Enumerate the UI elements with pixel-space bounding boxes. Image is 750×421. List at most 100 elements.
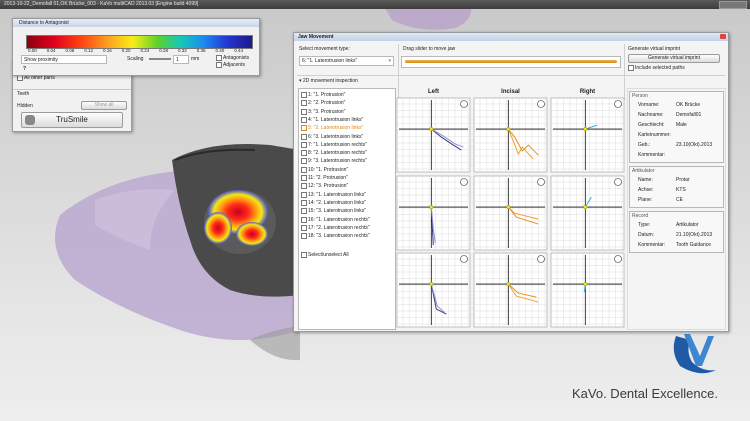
checkbox[interactable]: [301, 141, 307, 148]
checkbox[interactable]: [301, 191, 307, 198]
info-label: Plane:: [638, 197, 653, 203]
movement-item[interactable]: 8: "2. Laterotrusion rechts": [308, 150, 367, 157]
checkbox[interactable]: [301, 158, 307, 165]
help[interactable]: ?: [23, 66, 27, 72]
movement-item[interactable]: 12: "3. Protrusion": [308, 183, 349, 190]
movement-item[interactable]: 5: "2. Laterotrusion links": [308, 125, 364, 132]
scale-labels: 0.00 0.04 0.08 0.12 0.16 0.20 0.24 0.28 0.32 0.36…: [26, 48, 251, 54]
movement-list: 1: "1. Protrusion" 2: "2. Protrusion" 3: "…: [298, 88, 396, 330]
imprint-label: Generate virtual imprint: [628, 46, 680, 52]
movement-item[interactable]: 14: "2. Laterotrusion links": [308, 199, 367, 206]
scaling-input[interactable]: 1: [173, 55, 189, 64]
checkbox[interactable]: [301, 116, 307, 123]
separator: [624, 44, 625, 100]
mode-dropdown[interactable]: Show proximity: [21, 55, 107, 64]
movement-item[interactable]: 1: "1. Protrusion": [308, 92, 346, 98]
checkbox[interactable]: [301, 100, 307, 107]
checkbox[interactable]: [301, 166, 307, 173]
checkbox[interactable]: [301, 175, 307, 181]
movement-item[interactable]: 3: "3. Protrusion": [308, 108, 346, 115]
info-section: Record Type: Artikulator Datum: 21.10(Okt).2…: [629, 211, 724, 253]
inspection-header[interactable]: ▾ 2D movement inspection: [299, 78, 358, 84]
model-shape: [250, 326, 300, 361]
movement-item[interactable]: 6: "3. Laterotrusion links": [308, 133, 364, 140]
checkbox[interactable]: [216, 62, 222, 68]
checkbox[interactable]: [301, 208, 307, 215]
model-shape: [95, 189, 175, 250]
movement-item[interactable]: 10: "1. Protrusion": [308, 166, 349, 173]
separator: [13, 89, 131, 90]
checkbox[interactable]: [301, 216, 307, 223]
unit: mm: [191, 56, 200, 62]
movement-item[interactable]: 2: "2. Protrusion": [308, 100, 346, 107]
info-label: Kommentar:: [638, 152, 666, 158]
checkbox[interactable]: [301, 92, 307, 98]
movement-dropdown[interactable]: 6: "1. Laterotrusion links" ▾: [299, 56, 394, 66]
movement-item[interactable]: 4: "1. Laterotrusion links": [308, 116, 364, 123]
checkbox-label[interactable]: Adjacents: [223, 62, 245, 68]
icon: [25, 115, 35, 125]
section-header[interactable]: Hidden: [17, 103, 33, 109]
info-label: Kommentar:: [638, 242, 666, 248]
close-button[interactable]: [720, 34, 726, 39]
imprint-button[interactable]: Generate virtual imprint: [628, 54, 720, 63]
info-value: KTS: [676, 187, 686, 193]
info-label: Nachname:: [638, 112, 664, 118]
scale-label: 0.08: [65, 48, 75, 53]
select-all[interactable]: Select/unselect All: [308, 252, 349, 258]
checkbox[interactable]: [301, 150, 307, 157]
scale-label: 0.12: [84, 48, 94, 53]
jaw-slider[interactable]: [401, 56, 621, 68]
info-value: Demofall01: [676, 112, 702, 118]
info-section: Artikulator Name: Protar Achse: KTS Plane: CE: [629, 166, 724, 208]
checkbox[interactable]: [216, 55, 222, 61]
selected-movement: 6: "1. Laterotrusion links": [302, 58, 358, 64]
checkbox[interactable]: [301, 224, 307, 231]
checkbox[interactable]: [301, 252, 307, 258]
movement-item[interactable]: 9: "3. Laterotrusion rechts": [308, 158, 367, 165]
info-value: OK Brücke: [676, 102, 701, 108]
title-bar: 2013-10-22_Demofall 01,OK Brücke_003 - K…: [0, 0, 750, 9]
checkbox[interactable]: [301, 199, 307, 206]
dropdown-arrow: ▾: [388, 58, 391, 64]
movement-item[interactable]: 16: "1. Laterotrusion rechts": [308, 216, 370, 223]
checkbox[interactable]: [628, 65, 634, 71]
tree-item[interactable]: All other parts: [24, 75, 55, 81]
heatmap: [204, 212, 232, 244]
tagline: KaVo. Dental Excellence.: [572, 386, 718, 401]
info-label: Datum:: [638, 232, 655, 238]
info-section-title: Person: [632, 93, 648, 99]
trusmile-button[interactable]: TruSmile: [21, 112, 123, 128]
checkbox-label[interactable]: Antagonists: [223, 55, 250, 61]
info-value: CE: [676, 197, 683, 203]
scale-label: 0.28: [159, 48, 169, 53]
movement-item[interactable]: 7: "1. Laterotrusion rechts": [308, 141, 367, 148]
include-paths[interactable]: Include selected paths: [635, 65, 685, 71]
separator: [398, 44, 399, 100]
scale-label: 0.16: [103, 48, 112, 53]
info-label: Type:: [638, 222, 651, 228]
checkbox[interactable]: [301, 125, 307, 132]
scale-label: 0.20: [121, 48, 131, 53]
dialog-title: Jaw Movement: [298, 34, 334, 40]
window-controls[interactable]: [719, 1, 747, 9]
movement-item[interactable]: 13: "1. Laterotrusion links": [308, 191, 367, 198]
scale-label: 0.04: [46, 48, 56, 53]
movement-item[interactable]: 11: "2. Protrusion": [308, 175, 348, 181]
color-scale: [26, 35, 253, 49]
scale-label: 0.40: [215, 48, 225, 53]
section-header[interactable]: Teeth: [17, 91, 30, 97]
checkbox[interactable]: [301, 183, 307, 190]
brand: TruSmile: [56, 115, 88, 124]
movement-item[interactable]: 17: "2. Laterotrusion rechts": [308, 224, 370, 231]
scaling-slider[interactable]: [149, 58, 171, 60]
show-all-button[interactable]: Show all: [81, 101, 127, 110]
info-section-title: Artikulator: [632, 168, 655, 174]
checkbox[interactable]: [301, 133, 307, 140]
checkbox[interactable]: [301, 233, 307, 240]
movement-item[interactable]: 15: "3. Laterotrusion links": [308, 208, 367, 215]
movement-item[interactable]: 18: "3. Laterotrusion rechts": [308, 233, 370, 240]
checkbox[interactable]: [301, 108, 307, 115]
